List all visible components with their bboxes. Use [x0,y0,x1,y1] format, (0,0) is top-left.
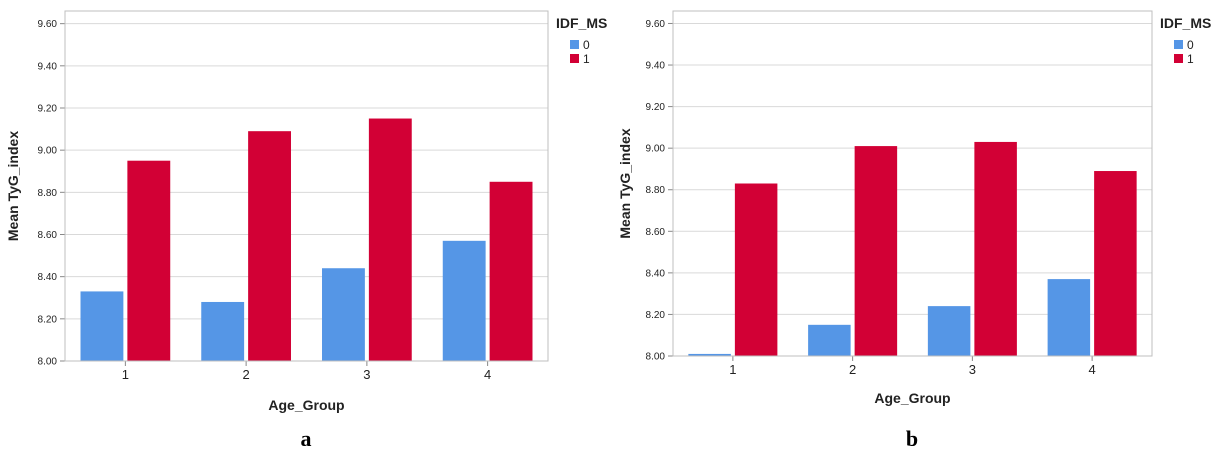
legend-swatch-0 [570,40,579,49]
y-tick-label: 8.00 [38,357,58,368]
x-axis-title: Age_Group [874,390,950,406]
legend-label-0: 0 [583,38,590,52]
y-tick-label: 8.20 [38,314,58,325]
bar-series-1-group-4 [489,181,533,361]
bar-series-1-group-1 [734,183,778,356]
x-tick-label: 3 [363,367,370,382]
y-tick-label: 8.40 [38,272,58,283]
legend-label-1: 1 [583,52,590,66]
bar-series-0-group-2 [808,324,851,356]
bar-series-0-group-4 [1047,279,1091,356]
legend-swatch-0 [1174,40,1183,49]
bar-series-0-group-4 [442,240,486,361]
y-tick-label: 9.00 [38,146,58,157]
x-axis-title: Age_Group [268,397,344,413]
legend-label-0: 0 [1187,38,1194,52]
y-tick-label: 8.60 [38,230,58,241]
y-tick-label: 9.40 [38,61,58,72]
bar-series-1-group-1 [127,160,171,361]
x-tick-labels: 1 2 3 4 [122,361,491,382]
y-tick-label: 8.40 [646,268,666,279]
x-tick-label: 3 [969,362,976,377]
y-tick-label: 8.20 [646,310,666,321]
y-tick-label: 9.20 [38,103,58,114]
bar-series-0-group-2 [201,301,245,361]
bar-series-1-group-2 [248,131,291,361]
bar-series-0-group-1 [688,353,731,356]
x-tick-label: 2 [243,367,250,382]
bar-series-0-group-3 [927,306,971,356]
y-tick-label: 9.00 [646,144,666,155]
bar-series-1-group-3 [368,118,412,361]
bar-series-1-group-3 [974,141,1017,356]
bar-series-0-group-1 [80,291,124,361]
bar-series-0-group-3 [322,268,365,361]
y-axis-title: Mean TyG_index [5,131,21,241]
legend-label-1: 1 [1187,52,1194,66]
y-tick-label: 9.60 [38,19,58,30]
legend-title: IDF_MS [1160,15,1211,31]
chart-panel-b: 8.00 8.20 8.40 8.60 8.80 9.00 9.20 9.40 9.60 1 2 3… [617,10,1211,451]
y-tick-label: 8.80 [38,188,58,199]
y-tick-label: 8.60 [646,227,666,238]
y-tick-label: 8.00 [646,352,666,363]
plot-frame [672,10,1153,357]
bar-series-1-group-4 [1094,171,1137,356]
y-axis-title: Mean TyG_index [617,128,633,238]
x-tick-label: 4 [484,367,491,382]
y-tick-labels: 8.00 8.20 8.40 8.60 8.80 9.00 9.20 9.40 9.60 [646,19,673,363]
y-tick-label: 9.40 [646,61,666,72]
legend-swatch-1 [1174,54,1183,63]
plot-frame [64,10,549,362]
y-tick-label: 9.60 [646,19,666,30]
y-tick-labels: 8.00 8.20 8.40 8.60 8.80 9.00 9.20 9.40 9.60 [38,19,65,368]
bars [80,118,533,361]
panel-label: b [906,426,918,451]
legend: IDF_MS 0 1 [556,15,607,66]
legend-title: IDF_MS [556,15,607,31]
legend-swatch-1 [570,54,579,63]
bars [688,141,1137,356]
x-tick-labels: 1 2 3 4 [729,356,1096,377]
legend: IDF_MS 0 1 [1160,15,1211,66]
x-tick-label: 4 [1089,362,1096,377]
panel-label: a [301,426,312,451]
chart-panel-a: 8.00 8.20 8.40 8.60 8.80 9.00 9.20 9.40 9.60 1 2 3… [5,10,607,451]
x-tick-label: 2 [849,362,856,377]
bar-series-1-group-2 [854,146,898,356]
x-tick-label: 1 [729,362,736,377]
y-tick-label: 9.20 [646,102,666,113]
y-tick-label: 8.80 [646,185,666,196]
x-tick-label: 1 [122,367,129,382]
